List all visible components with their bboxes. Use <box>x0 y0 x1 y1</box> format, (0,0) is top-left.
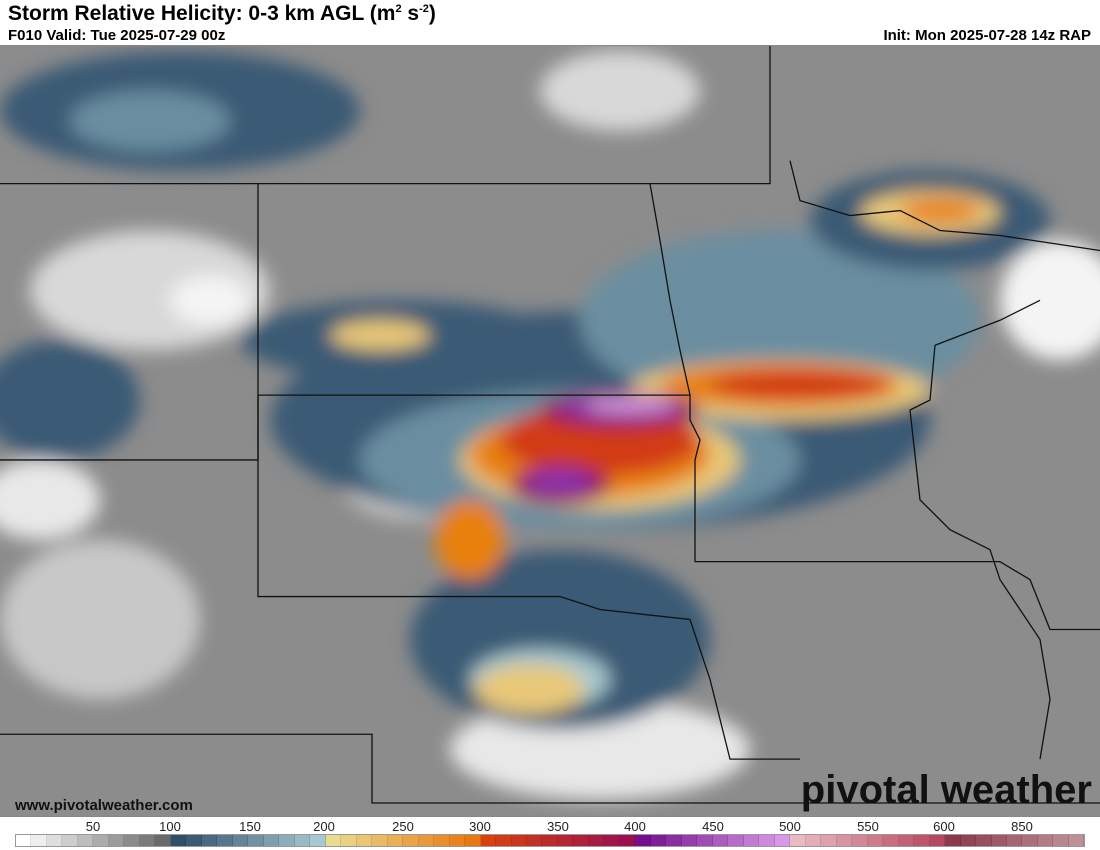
colorbar-cell <box>310 835 326 846</box>
colorbar-cell <box>619 835 636 846</box>
colorbar-cell <box>945 835 961 846</box>
colorbar-cell <box>1007 835 1023 846</box>
colorbar-cell <box>728 835 744 846</box>
valid-time: F010 Valid: Tue 2025-07-29 00z <box>8 27 226 44</box>
map-title: Storm Relative Helicity: 0-3 km AGL (m2 … <box>8 2 436 25</box>
colorbar-cell <box>232 835 249 846</box>
colorbar-cell <box>418 835 435 846</box>
colorbar-cell <box>712 835 729 846</box>
colorbar-cell <box>790 835 806 846</box>
colorbar-cell <box>341 835 357 846</box>
colorbar-cell <box>588 835 605 846</box>
colorbar-tick-label: 500 <box>779 819 801 834</box>
colorbar-cell <box>201 835 218 846</box>
colorbar-cell <box>480 835 497 846</box>
colorbar-cell <box>557 835 574 846</box>
colorbar-tick-label: 50 <box>85 819 101 834</box>
colorbar-cell <box>867 835 884 846</box>
colorbar-cell <box>124 835 140 846</box>
colorbar-cell <box>170 835 187 846</box>
colorbar-cell <box>108 835 125 846</box>
colorbar-tick-label: 850 <box>1011 819 1033 834</box>
colorbar <box>15 834 1085 847</box>
colorbar-tick-label: 600 <box>933 819 955 834</box>
colorbar-cell <box>635 835 651 846</box>
colorbar-tick-label: 300 <box>469 819 491 834</box>
colorbar-cell <box>697 835 713 846</box>
colorbar-cell <box>93 835 109 846</box>
colorbar-cell <box>681 835 698 846</box>
colorbar-tick-label: 350 <box>547 819 569 834</box>
colorbar-cell <box>434 835 450 846</box>
colorbar-cell <box>821 835 837 846</box>
colorbar-cell <box>914 835 930 846</box>
init-time: Init: Mon 2025-07-28 14z RAP <box>883 27 1091 44</box>
colorbar-cell <box>836 835 853 846</box>
colorbar-cell <box>46 835 63 846</box>
colorbar-cell <box>1068 835 1085 846</box>
website-url[interactable]: www.pivotalweather.com <box>15 797 193 814</box>
colorbar-cell <box>805 835 822 846</box>
colorbar-cell <box>16 835 32 846</box>
colorbar-tick-label: 400 <box>624 819 646 834</box>
colorbar-cell <box>263 835 280 846</box>
helicity-map <box>0 45 1100 817</box>
colorbar-cell <box>496 835 512 846</box>
colorbar-cell <box>759 835 775 846</box>
colorbar-cell <box>31 835 47 846</box>
colorbar-cell <box>62 835 78 846</box>
colorbar-cell <box>217 835 233 846</box>
colorbar-cell <box>526 835 543 846</box>
colorbar-tick-label: 250 <box>392 819 414 834</box>
colorbar-cell <box>325 835 342 846</box>
colorbar-cell <box>248 835 264 846</box>
colorbar-cell <box>666 835 682 846</box>
colorbar-tick-label: 100 <box>159 819 181 834</box>
colorbar-cell <box>294 835 311 846</box>
colorbar-cell <box>449 835 466 846</box>
colorbar-cell <box>465 835 481 846</box>
colorbar-tick-label: 550 <box>857 819 879 834</box>
colorbar-cell <box>743 835 760 846</box>
state-borders <box>0 46 1100 804</box>
colorbar-cell <box>542 835 558 846</box>
colorbar-cell <box>372 835 388 846</box>
colorbar-cell <box>279 835 295 846</box>
colorbar-cell <box>186 835 202 846</box>
colorbar-cell <box>650 835 667 846</box>
colorbar-tick-label: 450 <box>702 819 724 834</box>
colorbar-tick-label: 150 <box>239 819 261 834</box>
colorbar-cell <box>356 835 373 846</box>
colorbar-cell <box>155 835 171 846</box>
colorbar-cell <box>403 835 419 846</box>
colorbar-cell <box>573 835 589 846</box>
colorbar-cell <box>976 835 992 846</box>
colorbar-cell <box>883 835 899 846</box>
colorbar-tick-label: 200 <box>313 819 335 834</box>
colorbar-cell <box>991 835 1007 846</box>
colorbar-cell <box>77 835 94 846</box>
colorbar-cell <box>852 835 868 846</box>
colorbar-cell <box>898 835 915 846</box>
colorbar-cell <box>1053 835 1069 846</box>
colorbar-cell <box>1022 835 1038 846</box>
colorbar-cell <box>139 835 156 846</box>
helicity-field <box>0 50 1100 800</box>
colorbar-cell <box>511 835 527 846</box>
colorbar-cell <box>960 835 977 846</box>
colorbar-cell <box>387 835 404 846</box>
colorbar-cell <box>929 835 946 846</box>
colorbar-cell <box>604 835 620 846</box>
colorbar-cell <box>774 835 791 846</box>
pivotal-weather-logo: pivotal weather <box>800 768 1092 812</box>
colorbar-cell <box>1037 835 1054 846</box>
